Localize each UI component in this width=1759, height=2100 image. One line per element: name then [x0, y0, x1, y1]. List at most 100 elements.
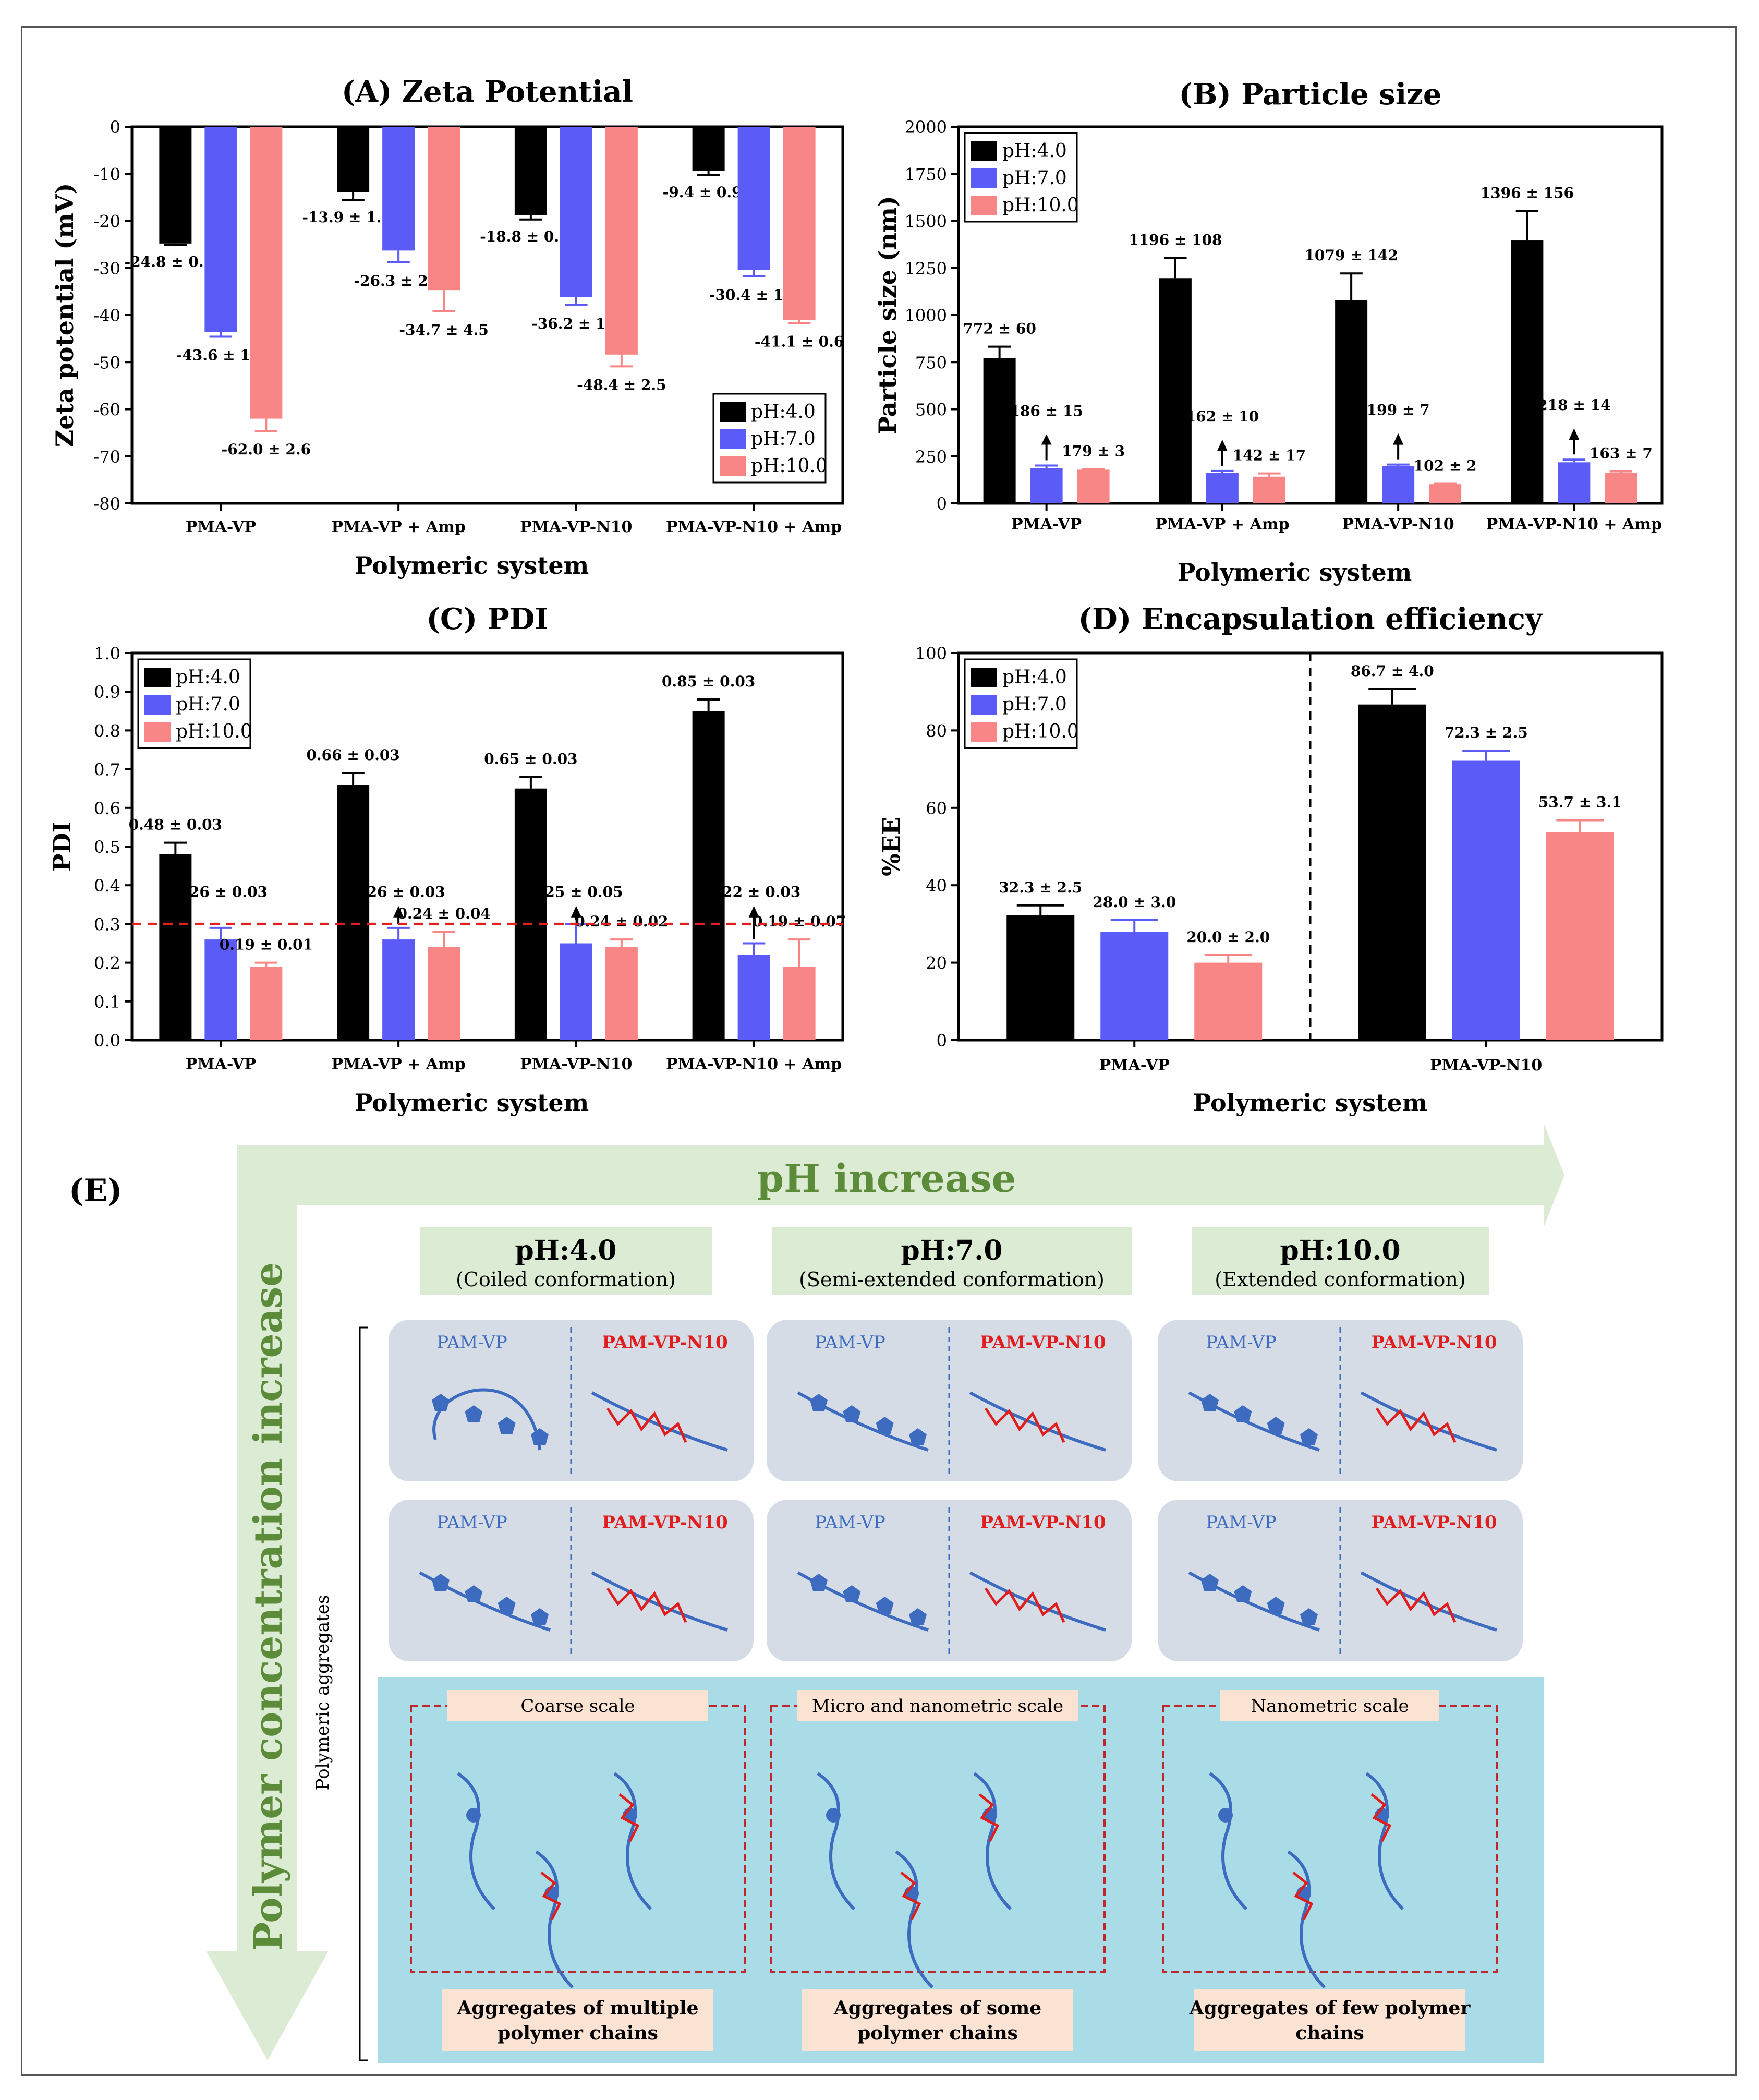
bar-pH7.0: [382, 939, 415, 1040]
data-label: 218 ± 14: [1537, 396, 1610, 414]
aggregate-chain: [535, 1850, 574, 1989]
aggregates-label: Polymeric aggregates: [312, 1595, 333, 1791]
bar-pH7.0: [204, 127, 237, 332]
ph-title-box: [1192, 1227, 1489, 1295]
bar-pH7.0: [1452, 760, 1520, 1040]
hexagon-unit: [1234, 1585, 1252, 1602]
pam-vp-n10-label: PAM-VP-N10: [602, 1512, 727, 1533]
pam-vp-n10-label: PAM-VP-N10: [980, 1512, 1106, 1533]
bar-pH4.0: [1006, 915, 1075, 1040]
y-tick-label: 100: [915, 644, 947, 663]
y-axis-label: %EE: [877, 817, 905, 876]
ph-subtitle: (Coiled conformation): [456, 1268, 676, 1291]
bar-pH10.0: [605, 947, 638, 1040]
y-tick-label: -60: [93, 400, 120, 420]
bar-pH10.0: [783, 127, 816, 320]
hexagon-unit: [531, 1428, 549, 1445]
bar-pH10.0: [428, 947, 460, 1040]
y-tick-label: 750: [915, 353, 947, 372]
y-tick-label: 0: [937, 1031, 947, 1051]
data-label: -34.7 ± 4.5: [399, 321, 489, 339]
ph-title: pH:10.0: [1280, 1235, 1400, 1266]
hexagon-unit: [1234, 1405, 1252, 1422]
n10-chain: [1375, 1407, 1457, 1443]
data-label: 0.24 ± 0.04: [397, 905, 490, 922]
hexagon-unit: [498, 1597, 516, 1614]
caption-line: chains: [1295, 2022, 1364, 2044]
data-label: 32.3 ± 2.5: [999, 879, 1082, 896]
hexagon-unit: [465, 1585, 483, 1602]
y-tick-label: 0.3: [94, 914, 120, 934]
data-label: -24.8 ± 0.3: [125, 254, 214, 271]
scale-label: Micro and nanometric scale: [812, 1696, 1063, 1717]
arrow-head: [748, 906, 759, 918]
n10-chain: [984, 1407, 1065, 1443]
chart-title: (D) Encapsulation efficiency: [1078, 602, 1543, 636]
x-tick-label: PMA-VP: [186, 518, 256, 536]
x-axis-label: Polymeric system: [1178, 558, 1412, 586]
arrow-head: [1393, 433, 1404, 445]
x-axis-label: Polymeric system: [355, 1089, 589, 1117]
hexagon-unit: [843, 1585, 861, 1602]
legend-swatch: [720, 429, 746, 449]
hexagon-unit: [1201, 1574, 1219, 1591]
x-axis-label: Polymeric system: [355, 551, 589, 580]
concentration-label: Polymer concentration increase: [246, 1262, 291, 1951]
legend-label: pH:4.0: [1002, 140, 1067, 162]
data-label: -9.4 ± 0.9: [663, 184, 742, 201]
data-label: 0.65 ± 0.03: [484, 750, 577, 767]
data-label: 0.26 ± 0.03: [174, 884, 268, 901]
n10-chain: [1375, 1587, 1457, 1623]
hexagon-unit: [810, 1574, 828, 1591]
legend-swatch: [971, 168, 997, 188]
pam-vp-label: PAM-VP: [1206, 1512, 1277, 1533]
legend-label: pH:4.0: [176, 667, 240, 688]
data-label: 1196 ± 108: [1129, 231, 1222, 248]
hexagon-unit: [909, 1608, 927, 1625]
scale-label-box: [447, 1690, 708, 1721]
data-label: 142 ± 17: [1233, 447, 1306, 464]
data-label: -62.0 ± 2.6: [222, 441, 311, 458]
data-label: 163 ± 7: [1590, 445, 1653, 462]
caption-box: [1194, 1989, 1465, 2051]
bar-pH4.0: [159, 854, 192, 1040]
ph-title: pH:4.0: [515, 1235, 616, 1266]
legend-label: pH:7.0: [751, 428, 816, 450]
bar-pH4.0: [692, 711, 725, 1040]
chart-title: (B) Particle size: [1179, 77, 1441, 112]
chart-C: (C) PDI 0.0 0.1 0.2 0.3 0.4 0.5 0.6 0.7 0.8 0.9 1.0…: [48, 602, 846, 1117]
panel-e-label: (E): [69, 1173, 123, 1209]
y-tick-label: -10: [93, 164, 120, 184]
y-tick-label: 0: [937, 494, 947, 514]
legend-swatch: [971, 668, 997, 687]
data-label: -41.1 ± 0.6: [755, 333, 844, 350]
legend-label: pH:7.0: [1002, 167, 1067, 189]
data-label: 0.66 ± 0.03: [306, 746, 399, 764]
figure-frame: [21, 26, 1737, 2076]
bar-pH4.0: [692, 127, 725, 171]
bar-pH10.0: [1253, 476, 1285, 503]
aggregate-chain: [457, 1772, 496, 1911]
hexagon-unit: [1267, 1417, 1285, 1434]
data-label: 86.7 ± 4.0: [1351, 662, 1434, 680]
arrow-head: [393, 906, 404, 918]
bar-pH4.0: [983, 358, 1016, 503]
x-tick-label: PMA-VP + Amp: [332, 1055, 466, 1073]
legend-swatch: [971, 695, 997, 715]
y-tick-label: 0.5: [94, 837, 120, 857]
n10-chain: [984, 1587, 1065, 1623]
bar-pH4.0: [1358, 704, 1426, 1040]
y-tick-label: -30: [93, 259, 120, 279]
x-tick-label: PMA-VP-N10: [520, 518, 632, 536]
hexagon-unit: [1267, 1597, 1285, 1614]
x-tick-label: PMA-VP-N10 + Amp: [666, 1055, 842, 1073]
aggregate-node: [466, 1808, 481, 1823]
legend-swatch: [720, 402, 746, 422]
y-tick-label: 20: [926, 954, 947, 973]
bar-pH10.0: [250, 127, 283, 419]
arrow-head: [1569, 428, 1580, 440]
y-tick-label: 500: [915, 400, 947, 420]
bar-pH4.0: [159, 127, 192, 244]
legend-swatch: [971, 722, 997, 742]
data-label: 772 ± 60: [963, 320, 1036, 337]
